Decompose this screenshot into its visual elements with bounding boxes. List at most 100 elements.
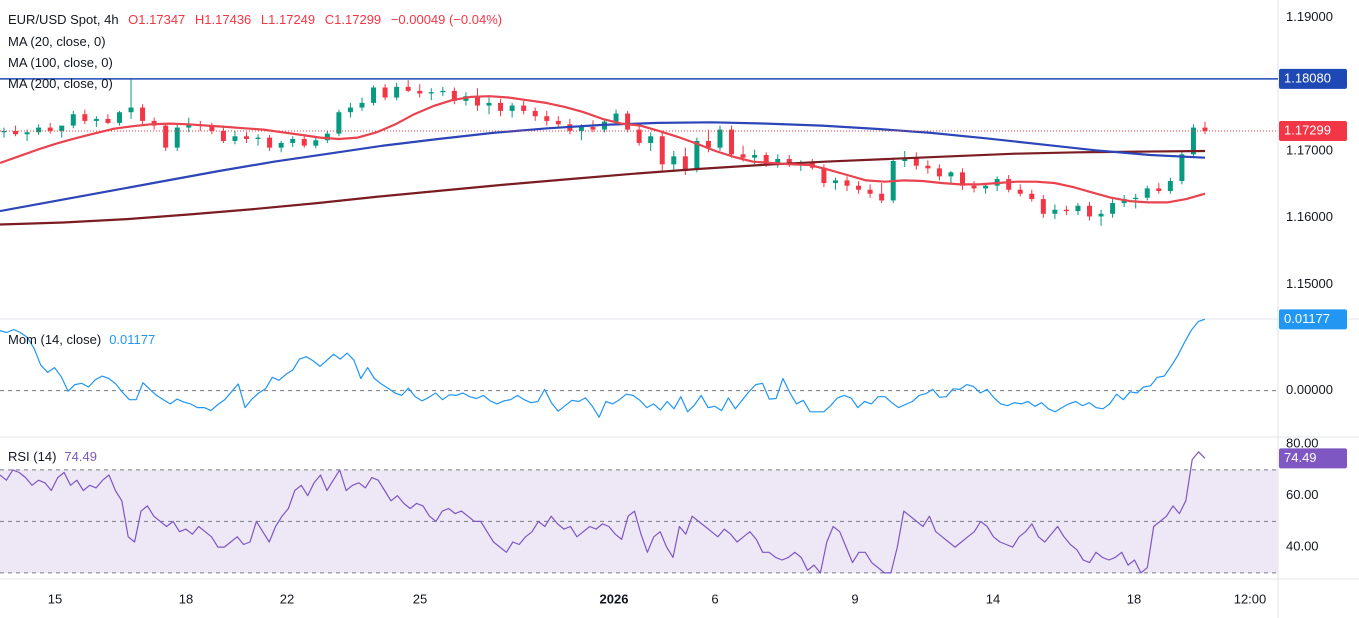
price-tick-label: 1.17000 [1286, 142, 1333, 157]
candle-body [36, 127, 42, 133]
candle-body [867, 189, 873, 194]
time-axis-label: 18 [179, 591, 193, 606]
candle-body [13, 130, 19, 135]
candle-body [613, 113, 619, 122]
candle-body [786, 158, 792, 165]
candle-body [775, 158, 781, 165]
momentum-tick-label: 0.00000 [1286, 382, 1333, 397]
rsi-value: 74.49 [64, 449, 97, 464]
time-axis-label: 25 [413, 591, 427, 606]
candle-body [740, 154, 746, 158]
candle-body [347, 107, 353, 113]
price-tick-label: 1.15000 [1286, 276, 1333, 291]
ma100-line [0, 121, 1206, 213]
candle-body [1144, 188, 1150, 198]
candle-body [590, 126, 596, 130]
rsi-last-badge-label: 74.49 [1284, 450, 1317, 465]
rsi-legend[interactable]: RSI (14) 74.49 [8, 449, 97, 464]
candle-body [313, 140, 319, 146]
time-axis-label: 14 [986, 591, 1000, 606]
momentum-value: 0.01177 [109, 332, 156, 347]
candle-body [336, 112, 342, 134]
candle-body [532, 110, 538, 117]
candle-body [1190, 127, 1196, 155]
rsi-pane [0, 451, 1278, 574]
candle-body [451, 90, 457, 101]
candle-body [1075, 205, 1081, 212]
candle-body [1133, 197, 1139, 200]
candle-body [93, 118, 99, 121]
candle-body [116, 112, 122, 123]
ma20-legend[interactable]: MA (20, close, 0) [8, 34, 106, 49]
candle-body [59, 125, 65, 131]
ma100-legend[interactable]: MA (100, close, 0) [8, 55, 113, 70]
time-axis-label: 6 [711, 591, 718, 606]
momentum-line [0, 318, 1206, 418]
candle-body [220, 130, 226, 141]
candle-body [174, 127, 180, 148]
candle-body [913, 157, 919, 166]
candle-body [255, 137, 261, 139]
rsi-line [0, 451, 1206, 574]
last-price-badge-label: 1.17299 [1284, 122, 1331, 137]
rsi-tick-label: 80.00 [1286, 436, 1319, 451]
candle-body [844, 180, 850, 186]
rsi-last-badge [1279, 448, 1347, 469]
candle-body [128, 107, 134, 113]
candle-body [382, 87, 388, 98]
candle-body [1098, 213, 1104, 217]
candle-body [752, 154, 758, 158]
candle-body [1202, 127, 1208, 131]
ma200-line [0, 149, 1206, 226]
candle-body [359, 102, 365, 108]
candle-body [82, 114, 88, 121]
candle-body [1179, 154, 1185, 182]
candle-body [290, 138, 296, 143]
candle-body [278, 142, 284, 148]
price-tick-label: 1.19000 [1286, 9, 1333, 24]
candle-body [1029, 193, 1035, 200]
candle-body [324, 133, 330, 141]
rsi-tick-label: 40.00 [1286, 539, 1319, 554]
time-axis-label: 18 [1127, 591, 1141, 606]
candle-body [636, 129, 642, 143]
candle-body [671, 156, 677, 165]
momentum-pane [0, 318, 1278, 418]
resistance-badge-label: 1.18080 [1284, 70, 1331, 85]
candle-body [486, 102, 492, 106]
candle-body [983, 185, 989, 189]
rsi-label: RSI (14) [8, 449, 57, 464]
candle-body [1087, 205, 1093, 217]
momentum-legend[interactable]: Mom (14, close) 0.01177 [8, 332, 155, 347]
candle-body [856, 185, 862, 190]
candle-body [544, 116, 550, 121]
candle-body [47, 127, 53, 131]
candle-body [498, 102, 504, 111]
momentum-last-badge-label: 0.01177 [1284, 311, 1330, 326]
candle-body [301, 138, 307, 146]
ma200-legend[interactable]: MA (200, close, 0) [8, 76, 113, 91]
momentum-last-badge [1279, 309, 1347, 330]
momentum-label: Mom (14, close) [8, 332, 102, 347]
candle-body [1156, 188, 1162, 192]
candle-body [821, 167, 827, 184]
open-value: O1.17347 [128, 12, 186, 27]
candle-body [209, 125, 215, 131]
candle-body [1040, 199, 1046, 214]
candle-body [959, 172, 965, 186]
candle-body [648, 136, 654, 143]
candle-body [417, 90, 423, 94]
candle-body [717, 129, 723, 148]
rsi-band [0, 469, 1278, 573]
last-price-badge [1279, 121, 1347, 142]
candle-body [879, 193, 885, 201]
candle-body [763, 154, 769, 165]
candle-body [140, 107, 146, 121]
candle-body [186, 124, 192, 128]
high-value: H1.17436 [194, 12, 252, 27]
candle-body [659, 136, 665, 165]
time-axis-label: 2026 [600, 591, 629, 606]
candle-body [948, 172, 954, 177]
candle-body [474, 96, 480, 106]
